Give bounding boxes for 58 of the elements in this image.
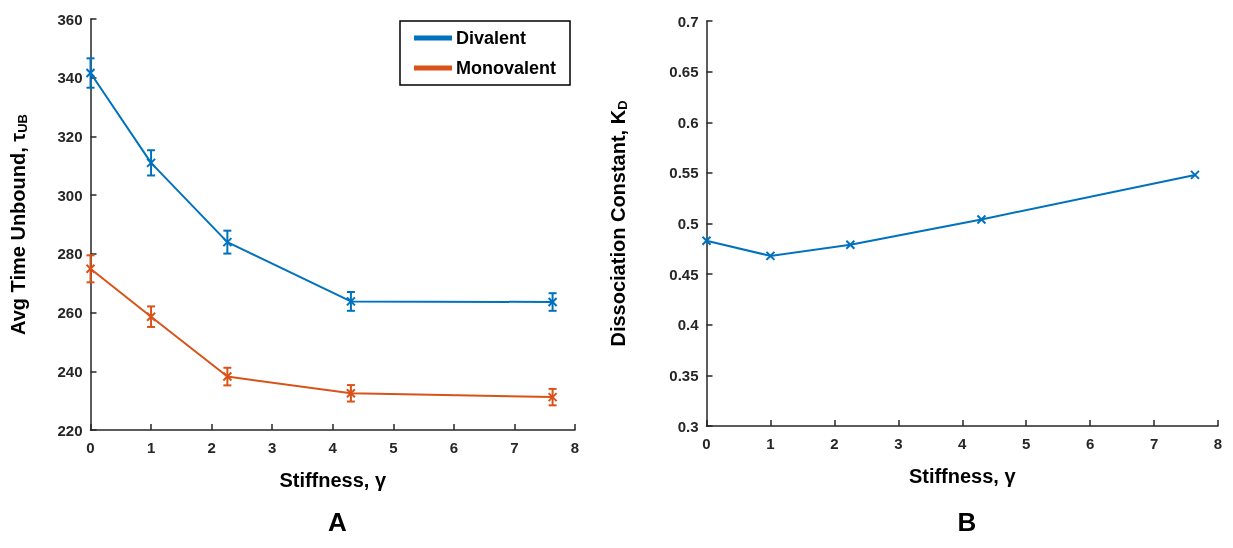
point xyxy=(701,235,712,246)
x-axis-title: Stiffness, γ xyxy=(279,469,387,491)
y-tick-label: 0.55 xyxy=(669,164,699,182)
y-tick-label: 280 xyxy=(57,245,83,263)
y-tick-label: 0.45 xyxy=(669,265,699,283)
point xyxy=(547,297,558,307)
point xyxy=(222,237,233,248)
point xyxy=(85,68,96,79)
x-tick-label: 4 xyxy=(328,439,338,456)
x-tick-label: 2 xyxy=(830,435,839,452)
y-tick-label: 340 xyxy=(57,69,83,87)
x-tick-label: 6 xyxy=(1085,435,1095,452)
x-tick-label: 0 xyxy=(702,435,711,452)
y-tick-label: 300 xyxy=(57,186,83,204)
y-tick-label: 320 xyxy=(57,127,83,145)
point xyxy=(1189,169,1200,180)
y-tick-label: 240 xyxy=(57,362,83,380)
legend-label: Monovalent xyxy=(456,58,557,78)
x-tick-label: 8 xyxy=(1213,435,1223,452)
text: B xyxy=(957,507,977,537)
y-tick-label: 0.7 xyxy=(677,12,699,30)
point xyxy=(765,250,776,261)
point xyxy=(547,392,558,403)
x-tick-label: 7 xyxy=(510,439,519,456)
x-tick-label: 3 xyxy=(894,435,903,452)
x-tick-label: 4 xyxy=(958,435,968,452)
point xyxy=(345,388,356,399)
y-tick-label: 0.4 xyxy=(677,316,700,334)
y-tick-label: 0.6 xyxy=(677,113,699,131)
x-tick-label: 3 xyxy=(268,439,277,456)
x-tick-label: 2 xyxy=(207,439,216,456)
x-tick-label: 0 xyxy=(86,439,95,456)
x-tick-label: 7 xyxy=(1149,435,1159,452)
y-axis-title: Dissociation Constant, KD xyxy=(607,100,630,347)
x-tick-label: 6 xyxy=(449,439,459,456)
x-tick-label: 5 xyxy=(389,439,398,456)
point xyxy=(845,239,856,250)
y-tick-label: 0.65 xyxy=(669,63,699,81)
x-tick-label: 5 xyxy=(1022,435,1031,452)
y-tick-label: 220 xyxy=(57,421,83,439)
legend-label: Divalent xyxy=(456,28,527,48)
y-axis-title: Avg Time Unbound, τUB xyxy=(7,113,30,336)
y-tick-label: 0.35 xyxy=(669,366,699,384)
y-tick-label: 0.3 xyxy=(677,417,699,435)
x-axis-title: Stiffness, γ xyxy=(908,465,1017,487)
x-tick-label: 1 xyxy=(146,439,156,456)
y-tick-label: 360 xyxy=(57,10,83,28)
y-tick-label: 260 xyxy=(57,304,83,322)
point xyxy=(146,311,157,322)
text: A xyxy=(328,507,348,537)
x-tick-label: 1 xyxy=(766,435,775,452)
point xyxy=(976,214,987,225)
point xyxy=(222,371,233,382)
y-tick-label: 0.5 xyxy=(677,215,699,232)
point xyxy=(85,263,96,274)
point xyxy=(146,157,157,168)
point xyxy=(345,296,356,307)
x-tick-label: 8 xyxy=(570,439,580,456)
